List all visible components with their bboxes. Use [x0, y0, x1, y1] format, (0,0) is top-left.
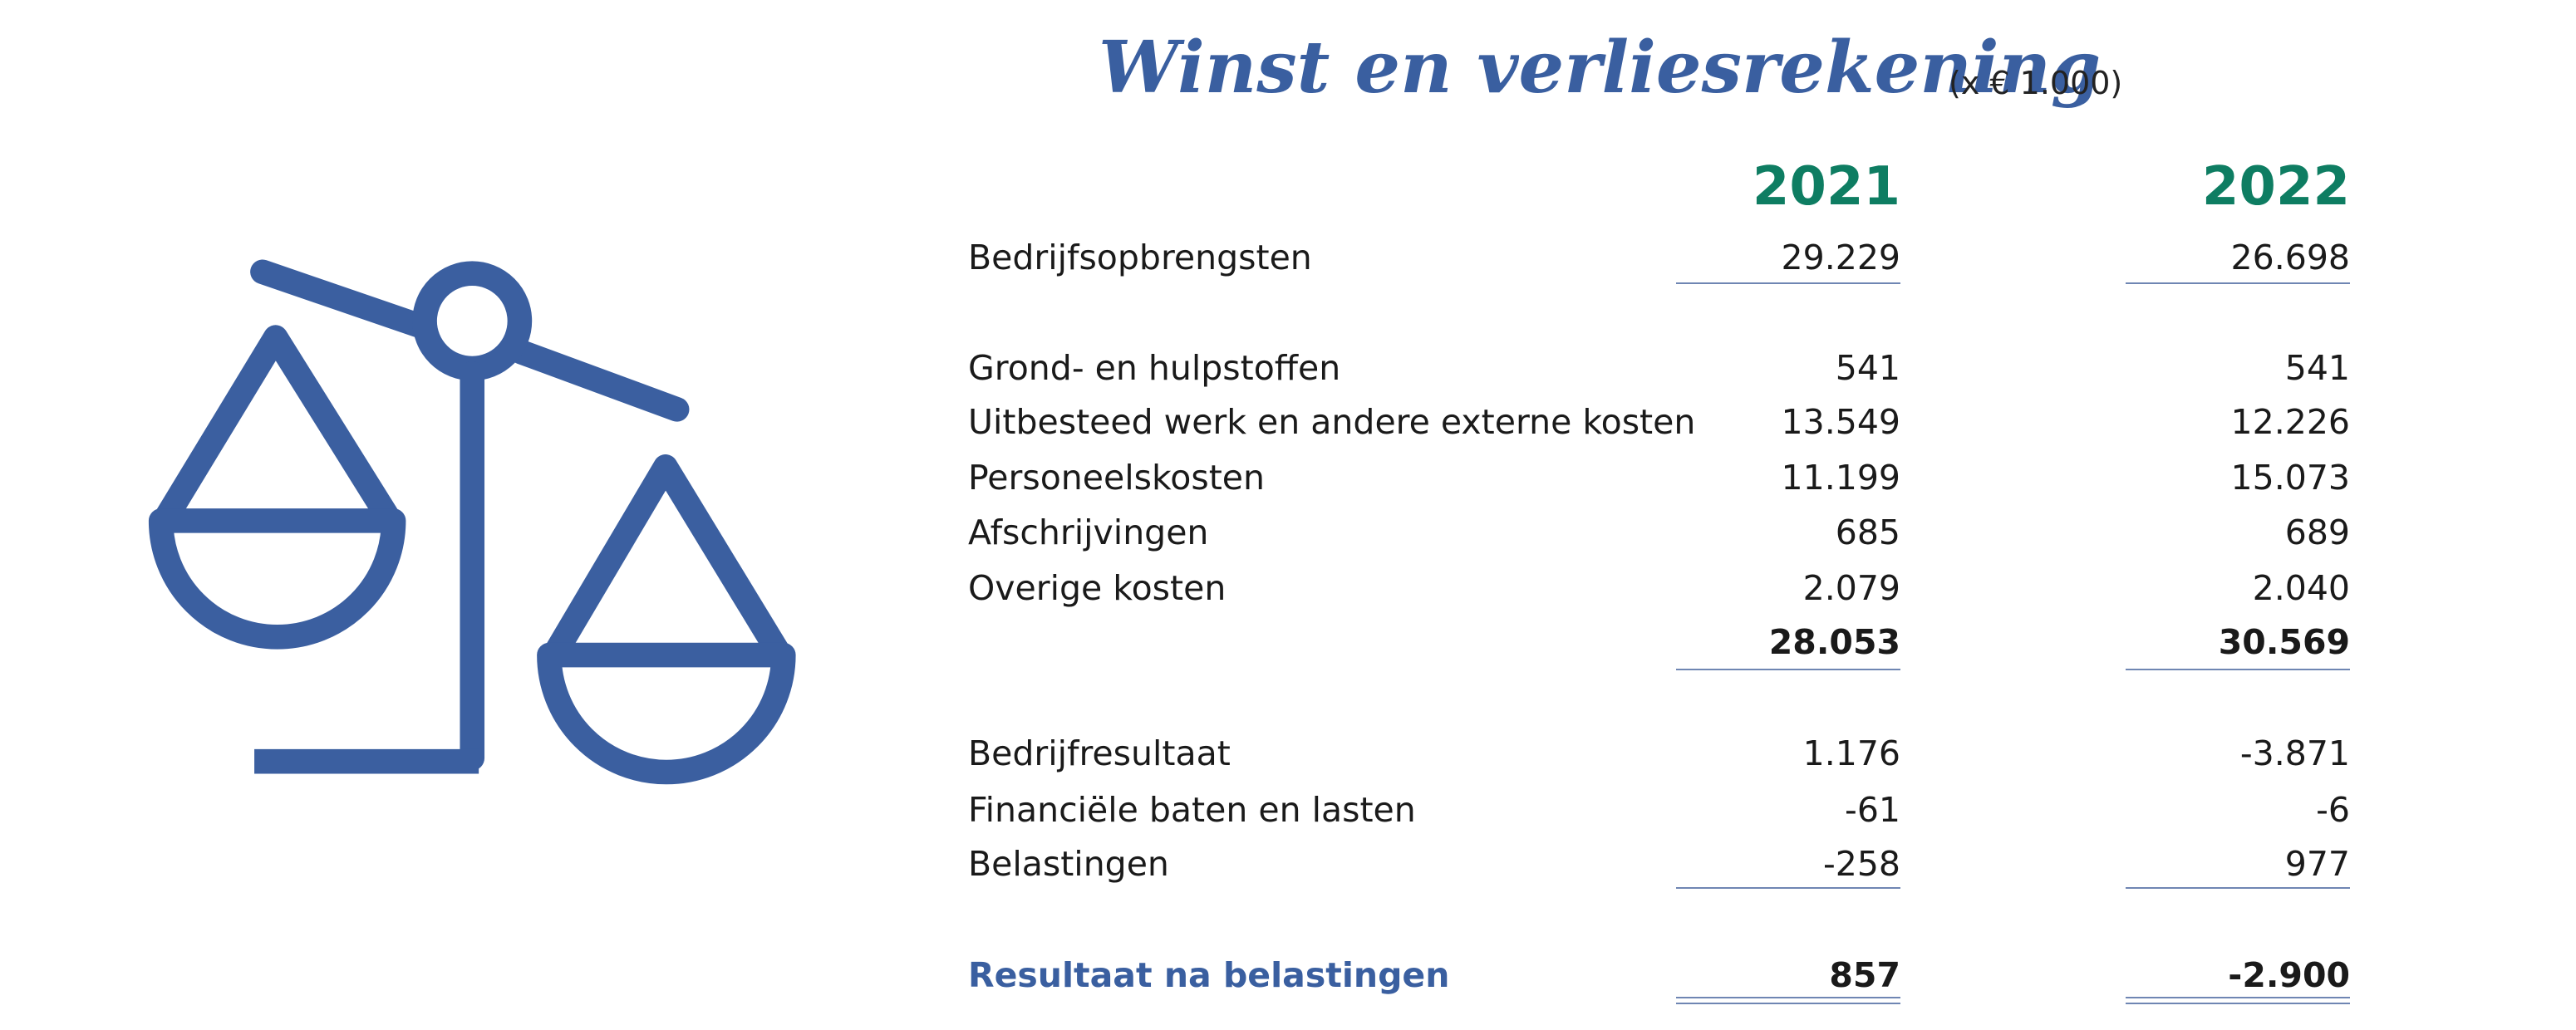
cell-value: -61 — [1845, 790, 1900, 830]
cell-value: 26.698 — [2230, 238, 2350, 277]
unit-note: (x € 1.000) — [1949, 65, 2123, 101]
underline — [1676, 669, 1900, 670]
underline — [2126, 997, 2350, 998]
cell-value: -3.871 — [2239, 733, 2350, 773]
total-value: 28.053 — [1768, 622, 1900, 662]
column-header: 2021 — [1752, 156, 1900, 218]
row-label: Belastingen — [968, 844, 1169, 884]
cell-value: 977 — [2284, 844, 2350, 884]
cell-value: 15.073 — [2230, 458, 2350, 498]
total-value: 30.569 — [2218, 622, 2350, 662]
title: Winst en verliesrekening — [1099, 26, 2102, 110]
row-label: Financiële baten en lasten — [968, 790, 1416, 830]
underline — [2126, 1003, 2350, 1004]
underline — [1676, 997, 1900, 998]
cell-value: 541 — [1835, 348, 1900, 388]
cell-value: 689 — [2284, 513, 2350, 552]
column-header: 2022 — [2201, 156, 2350, 218]
row-label: Overige kosten — [968, 568, 1227, 608]
row-label: Uitbesteed werk en andere externe kosten — [968, 402, 1696, 442]
cell-value: 2.079 — [1802, 568, 1900, 608]
underline — [1676, 1003, 1900, 1004]
result-label: Resultaat na belastingen — [968, 955, 1450, 995]
cell-value: 12.226 — [2230, 402, 2350, 442]
cell-value: 1.176 — [1802, 733, 1900, 773]
result-value: -2.900 — [2228, 955, 2350, 995]
cell-value: -6 — [2316, 790, 2350, 830]
row-label: Bedrijfsopbrengsten — [968, 238, 1312, 277]
row-label: Bedrijfresultaat — [968, 733, 1231, 773]
result-value: 857 — [1829, 955, 1900, 995]
cell-value: 541 — [2284, 348, 2350, 388]
underline — [1676, 887, 1900, 889]
underline — [1676, 282, 1900, 284]
cell-value: 11.199 — [1781, 458, 1900, 498]
cell-value: 29.229 — [1781, 238, 1900, 277]
cell-value: -258 — [1822, 844, 1900, 884]
cell-value: 13.549 — [1781, 402, 1900, 442]
underline — [2126, 887, 2350, 889]
underline — [2126, 282, 2350, 284]
row-label: Grond- en hulpstoffen — [968, 348, 1341, 388]
row-label: Personeelskosten — [968, 458, 1265, 498]
cell-value: 2.040 — [2252, 568, 2350, 608]
row-label: Afschrijvingen — [968, 513, 1209, 552]
cell-value: 685 — [1835, 513, 1900, 552]
underline — [2126, 669, 2350, 670]
